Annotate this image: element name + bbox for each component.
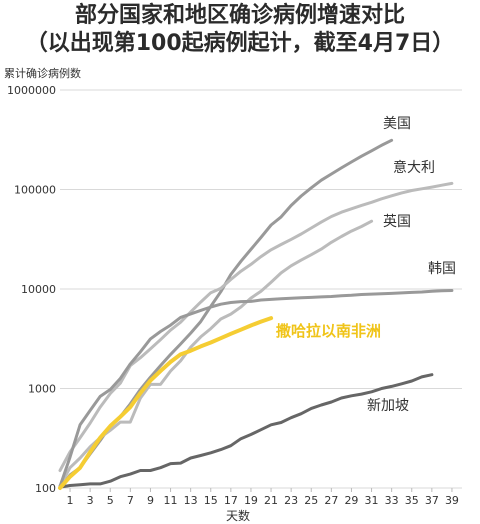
x-tick-label: 37: [425, 494, 439, 507]
y-tick-label: 100000: [14, 184, 56, 197]
series-label-singapore: 新加坡: [367, 398, 409, 414]
x-tick-label: 9: [147, 494, 154, 507]
series-label-ssa: 撒哈拉以南非洲: [276, 322, 381, 340]
x-tick-label: 21: [264, 494, 278, 507]
series-line-korea: [58, 289, 454, 488]
x-tick-label: 39: [445, 494, 459, 507]
x-axis-label: 天数: [226, 508, 250, 523]
x-tick-labels: 1 3 5 7 9 11 13 15 17 19 21 23 25 27 29 31 33 35 37 39: [67, 488, 459, 507]
y-tick-label: 1000: [28, 383, 56, 396]
y-tick-label: 100: [35, 482, 56, 495]
x-tick-label: 25: [304, 494, 318, 507]
x-tick-label: 27: [324, 494, 338, 507]
series-label-uk: 英国: [383, 213, 411, 230]
chart-subtitle: （以出现第100起病例起计，截至4月7日）: [25, 31, 455, 56]
series-line-italy: [58, 181, 454, 472]
y-tick-label: 1000000: [7, 84, 56, 97]
series-line-ssa: [58, 316, 274, 490]
x-tick-label: 1: [67, 494, 74, 507]
x-tick-label: 3: [87, 494, 94, 507]
series-line-singapore: [58, 373, 434, 489]
x-tick-label: 23: [284, 494, 298, 507]
x-tick-label: 33: [385, 494, 399, 507]
series-label-korea: 韩国: [428, 261, 456, 277]
x-tick-label: 31: [365, 494, 379, 507]
series-line-us: [58, 138, 394, 490]
series-label-italy: 意大利: [393, 159, 435, 176]
x-tick-label: 13: [184, 494, 198, 507]
gridlines: [60, 89, 462, 489]
x-tick-label: 11: [164, 494, 178, 507]
x-tick-label: 29: [344, 494, 358, 507]
x-tick-label: 5: [107, 494, 114, 507]
x-tick-label: 17: [224, 494, 238, 507]
chart-title: 部分国家和地区确诊病例增速对比: [74, 3, 405, 28]
x-tick-label: 7: [127, 494, 134, 507]
x-tick-label: 15: [204, 494, 218, 507]
series-label-us: 美国: [383, 116, 411, 132]
x-tick-label: 19: [244, 494, 258, 507]
y-axis-label: 累计确诊病例数: [4, 67, 81, 80]
series-lines: [58, 138, 454, 490]
y-tick-label: 10000: [21, 283, 56, 296]
series-line-uk: [58, 219, 374, 488]
x-tick-label: 35: [405, 494, 419, 507]
y-tick-labels: 100 1000 10000 100000 1000000: [7, 84, 56, 495]
